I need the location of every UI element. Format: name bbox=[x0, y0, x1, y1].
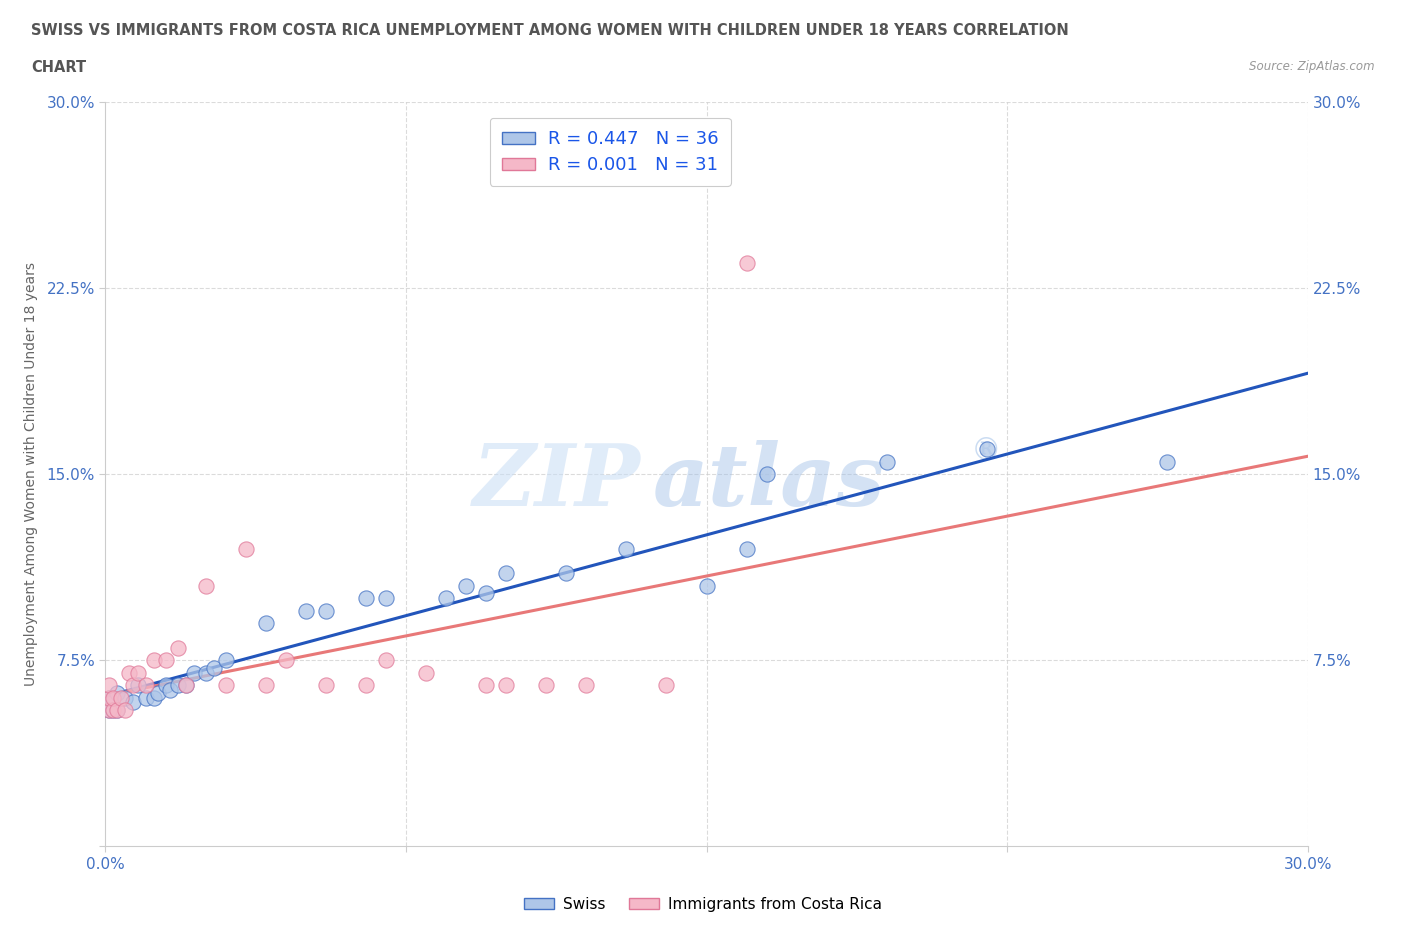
Point bbox=[354, 591, 377, 605]
Point bbox=[166, 641, 188, 656]
Text: SWISS VS IMMIGRANTS FROM COSTA RICA UNEMPLOYMENT AMONG WOMEN WITH CHILDREN UNDER: SWISS VS IMMIGRANTS FROM COSTA RICA UNEM… bbox=[31, 23, 1069, 38]
Point bbox=[155, 653, 177, 668]
Point bbox=[127, 678, 149, 693]
Text: ZIP: ZIP bbox=[472, 440, 640, 524]
Point bbox=[295, 604, 318, 618]
Point bbox=[118, 665, 141, 680]
Point bbox=[142, 690, 165, 705]
Point bbox=[655, 678, 678, 693]
Point bbox=[114, 702, 136, 717]
Point bbox=[122, 678, 145, 693]
Point bbox=[1156, 455, 1178, 470]
Point bbox=[183, 665, 205, 680]
Point bbox=[976, 442, 998, 457]
Point bbox=[174, 678, 197, 693]
Point bbox=[103, 702, 125, 717]
Point bbox=[114, 690, 136, 705]
Text: Source: ZipAtlas.com: Source: ZipAtlas.com bbox=[1250, 60, 1375, 73]
Point bbox=[194, 665, 217, 680]
Point bbox=[374, 591, 398, 605]
Point bbox=[315, 604, 337, 618]
Point bbox=[735, 541, 758, 556]
Point bbox=[166, 678, 188, 693]
Point bbox=[696, 578, 718, 593]
Point bbox=[98, 702, 121, 717]
Point bbox=[135, 690, 157, 705]
Point bbox=[495, 678, 517, 693]
Point bbox=[142, 653, 165, 668]
Point bbox=[202, 660, 225, 675]
Text: ®: ® bbox=[972, 436, 1001, 468]
Point bbox=[315, 678, 337, 693]
Point bbox=[107, 702, 129, 717]
Point bbox=[235, 541, 257, 556]
Point bbox=[274, 653, 297, 668]
Point bbox=[555, 566, 578, 581]
Point bbox=[107, 685, 129, 700]
Point bbox=[155, 678, 177, 693]
Point bbox=[616, 541, 638, 556]
Point bbox=[475, 586, 498, 601]
Point bbox=[735, 256, 758, 271]
Point bbox=[194, 578, 217, 593]
Point bbox=[146, 685, 169, 700]
Point bbox=[122, 695, 145, 710]
Point bbox=[454, 578, 477, 593]
Point bbox=[475, 678, 498, 693]
Point bbox=[98, 690, 121, 705]
Point bbox=[434, 591, 457, 605]
Point bbox=[354, 678, 377, 693]
Text: atlas: atlas bbox=[652, 440, 884, 524]
Legend: R = 0.447   N = 36, R = 0.001   N = 31: R = 0.447 N = 36, R = 0.001 N = 31 bbox=[491, 118, 731, 186]
Point bbox=[107, 702, 129, 717]
Point bbox=[110, 690, 132, 705]
Point bbox=[495, 566, 517, 581]
Point bbox=[98, 690, 121, 705]
Legend: Swiss, Immigrants from Costa Rica: Swiss, Immigrants from Costa Rica bbox=[517, 891, 889, 918]
Point bbox=[98, 702, 121, 717]
Y-axis label: Unemployment Among Women with Children Under 18 years: Unemployment Among Women with Children U… bbox=[24, 262, 38, 686]
Point bbox=[415, 665, 437, 680]
Point bbox=[534, 678, 557, 693]
Point bbox=[135, 678, 157, 693]
Point bbox=[127, 665, 149, 680]
Point bbox=[254, 616, 277, 631]
Point bbox=[174, 678, 197, 693]
Point bbox=[575, 678, 598, 693]
Point bbox=[98, 678, 121, 693]
Point bbox=[876, 455, 898, 470]
Point bbox=[103, 702, 125, 717]
Point bbox=[254, 678, 277, 693]
Point bbox=[374, 653, 398, 668]
Point bbox=[755, 467, 778, 482]
Point bbox=[103, 690, 125, 705]
Point bbox=[214, 653, 236, 668]
Point bbox=[214, 678, 236, 693]
Point bbox=[159, 683, 181, 698]
Text: CHART: CHART bbox=[31, 60, 86, 75]
